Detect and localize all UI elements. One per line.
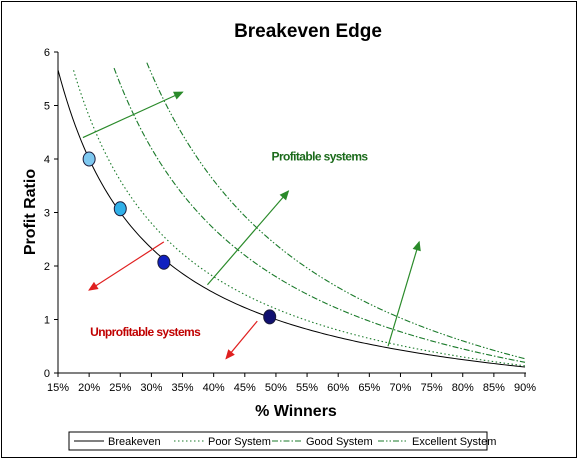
series-line-breakeven bbox=[57, 69, 526, 368]
legend-label: Good System bbox=[306, 436, 373, 448]
legend-label: Excellent System bbox=[412, 436, 496, 448]
x-tick-label: 15% bbox=[47, 382, 69, 394]
x-tick-label: 70% bbox=[389, 382, 411, 394]
data-point-marker bbox=[263, 309, 277, 325]
y-tick-label: 1 bbox=[44, 315, 50, 327]
marker-layer bbox=[82, 151, 277, 325]
y-tick-label: 5 bbox=[44, 101, 50, 113]
series-line-excellent-system bbox=[146, 62, 526, 360]
direction-arrow bbox=[206, 190, 290, 286]
x-tick-label: 80% bbox=[452, 382, 474, 394]
chart-title: Breakeven Edge bbox=[234, 21, 382, 42]
y-tick-label: 2 bbox=[44, 261, 50, 273]
x-tick-label: 40% bbox=[203, 382, 225, 394]
x-tick-label: 25% bbox=[109, 382, 131, 394]
data-point-marker bbox=[82, 151, 96, 167]
x-axis-ticks: 15% 20% 25% 30% 35% 40% 45% 50% 55% 60% 65% 70% 75% 8… bbox=[47, 373, 536, 394]
x-tick-label: 90% bbox=[514, 382, 536, 394]
direction-arrow bbox=[387, 240, 421, 347]
x-tick-label: 55% bbox=[296, 382, 318, 394]
y-axis-ticks: 0 1 2 3 4 5 6 bbox=[44, 47, 58, 380]
y-tick-label: 0 bbox=[44, 368, 50, 380]
series-line-good-system bbox=[113, 67, 526, 363]
annotation-layer: Profitable systems Unprofitable systems bbox=[90, 149, 369, 339]
x-tick-label: 30% bbox=[140, 382, 162, 394]
unprofitable-label: Unprofitable systems bbox=[90, 325, 201, 339]
legend: Breakeven Poor System Good System Excellent… bbox=[68, 431, 496, 451]
data-point-marker bbox=[157, 254, 171, 270]
legend-label: Poor System bbox=[208, 436, 271, 448]
legend-label: Breakeven bbox=[108, 436, 161, 448]
x-tick-label: 45% bbox=[234, 382, 256, 394]
y-axis-title: Profit Ratio bbox=[22, 169, 39, 255]
series-layer bbox=[57, 62, 526, 368]
y-tick-label: 6 bbox=[44, 47, 50, 59]
x-tick-label: 50% bbox=[265, 382, 287, 394]
series-line-poor-system bbox=[73, 70, 526, 367]
profitable-label: Profitable systems bbox=[272, 149, 369, 163]
x-axis-title: % Winners bbox=[255, 403, 337, 420]
direction-arrow bbox=[225, 320, 258, 360]
data-point-marker bbox=[113, 201, 127, 217]
x-tick-label: 60% bbox=[327, 382, 349, 394]
direction-arrow bbox=[82, 91, 184, 139]
x-tick-label: 75% bbox=[421, 382, 443, 394]
x-tick-label: 35% bbox=[172, 382, 194, 394]
y-tick-label: 4 bbox=[44, 154, 50, 166]
x-tick-label: 85% bbox=[483, 382, 505, 394]
arrow-layer bbox=[82, 91, 421, 360]
x-tick-label: 20% bbox=[78, 382, 100, 394]
x-tick-label: 65% bbox=[358, 382, 380, 394]
direction-arrow bbox=[88, 241, 165, 291]
y-tick-label: 3 bbox=[44, 208, 50, 220]
